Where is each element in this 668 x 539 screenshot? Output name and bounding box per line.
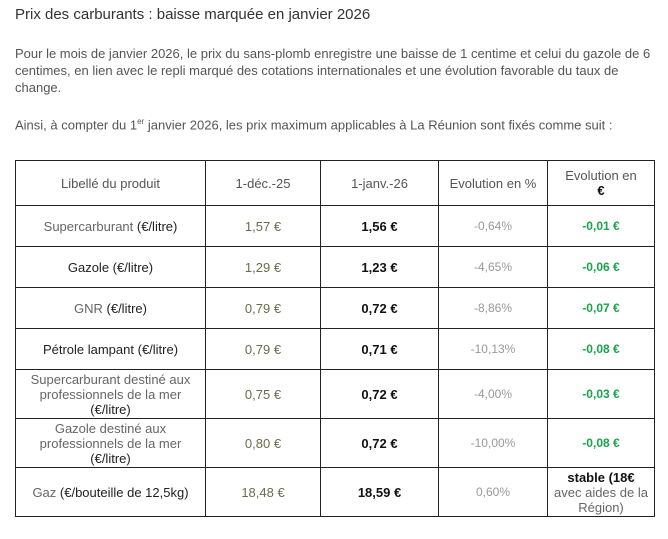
product-unit: (€/litre) (112, 259, 154, 275)
price-dec: 1,29 € (205, 246, 321, 288)
evolution-eur: -0,01 € (547, 205, 655, 247)
price-dec: 0,75 € (205, 369, 321, 419)
evolution-pct: -10,13% (438, 328, 548, 370)
lead-paragraph: Ainsi, à compter du 1er janvier 2026, le… (15, 113, 660, 133)
price-jan: 1,23 € (320, 246, 439, 288)
product-label: Gazole destiné aux professionnels de la … (15, 418, 206, 468)
product-unit: (€/bouteille de 12,5kg) (59, 484, 189, 500)
evolution-eur-note: avec aides de la Région) (554, 484, 648, 515)
product-name: Gaz (32, 484, 60, 500)
lead-sup: er (137, 117, 145, 126)
product-unit: (€/litre) (137, 341, 179, 357)
product-name: GNR (74, 300, 107, 316)
header-eur: Evolution en € (547, 160, 655, 206)
table-header: Libellé du produit 1-déc.-25 1-janv.-26 … (15, 160, 655, 206)
product-label: Supercarburant destiné aux professionnel… (15, 369, 206, 419)
product-name: Pétrole lampant (42, 341, 138, 357)
header-eur-text: Evolution en (565, 168, 637, 183)
price-dec: 1,57 € (205, 205, 321, 247)
price-jan: 0,72 € (320, 418, 439, 468)
evolution-eur: -0,08 € (547, 418, 655, 468)
price-jan: 0,71 € (320, 328, 439, 370)
price-dec: 0,79 € (205, 328, 321, 370)
evolution-eur: -0,08 € (547, 328, 655, 370)
product-label: Gazole (€/litre) (15, 246, 206, 288)
intro-paragraph: Pour le mois de janvier 2026, le prix du… (15, 46, 651, 95)
product-name: Supercarburant (43, 218, 137, 234)
header-eur-symbol: € (597, 183, 605, 198)
product-name: Gazole (67, 259, 113, 275)
product-unit: (€/litre) (90, 401, 131, 417)
table-row: Pétrole lampant (€/litre) 0,79 € 0,71 € … (15, 328, 655, 370)
header-product: Libellé du produit (15, 160, 206, 206)
product-label: GNR (€/litre) (15, 287, 206, 329)
evolution-eur: -0,07 € (547, 287, 655, 329)
price-dec: 18,48 € (205, 467, 321, 517)
evolution-eur: -0,03 € (547, 369, 655, 419)
evolution-pct: -4,65% (438, 246, 548, 288)
evolution-pct: -8,86% (438, 287, 548, 329)
table-row: Gazole (€/litre) 1,29 € 1,23 € -4,65% -0,… (15, 246, 655, 288)
evolution-eur: stable (18€ avec aides de la Région) (547, 467, 655, 517)
evolution-pct: 0,60% (438, 467, 548, 517)
table-row: Supercarburant destiné aux professionnel… (15, 369, 655, 419)
evolution-eur-bold: stable (18€ (567, 469, 635, 485)
price-jan: 0,72 € (320, 369, 439, 419)
price-jan: 18,59 € (320, 467, 439, 517)
product-label: Supercarburant (€/litre) (15, 205, 206, 247)
product-unit: (€/litre) (90, 450, 131, 466)
evolution-pct: -4,00% (438, 369, 548, 419)
evolution-pct: -0,64% (438, 205, 548, 247)
price-dec: 0,79 € (205, 287, 321, 329)
product-unit: (€/litre) (106, 300, 147, 316)
table-row: Supercarburant (€/litre) 1,57 € 1,56 € -… (15, 205, 655, 247)
lead-text-end: janvier 2026, les prix maximum applicabl… (144, 117, 613, 133)
product-unit: (€/litre) (136, 218, 178, 234)
price-dec: 0,80 € (205, 418, 321, 468)
price-jan: 1,56 € (320, 205, 439, 247)
header-dec: 1-déc.-25 (205, 160, 321, 206)
evolution-eur: -0,06 € (547, 246, 655, 288)
price-jan: 0,72 € (320, 287, 439, 329)
header-pct: Evolution en % (438, 160, 548, 206)
table-row: Gaz (€/bouteille de 12,5kg) 18,48 € 18,5… (15, 467, 655, 517)
product-name: Supercarburant destiné aux professionnel… (30, 371, 191, 402)
table-row: Gazole destiné aux professionnels de la … (15, 418, 655, 468)
page-title: Prix des carburants : baisse marquée en … (15, 6, 371, 23)
product-name: Gazole destiné aux professionnels de la … (39, 420, 182, 451)
evolution-pct: -10,00% (438, 418, 548, 468)
table-row: GNR (€/litre) 0,79 € 0,72 € -8,86% -0,07 … (15, 287, 655, 329)
header-jan: 1-janv.-26 (320, 160, 439, 206)
product-label: Pétrole lampant (€/litre) (15, 328, 206, 370)
product-label: Gaz (€/bouteille de 12,5kg) (15, 467, 206, 517)
lead-text: Ainsi, à compter du 1 (15, 117, 138, 133)
fuel-price-table: Libellé du produit 1-déc.-25 1-janv.-26 … (15, 160, 655, 517)
